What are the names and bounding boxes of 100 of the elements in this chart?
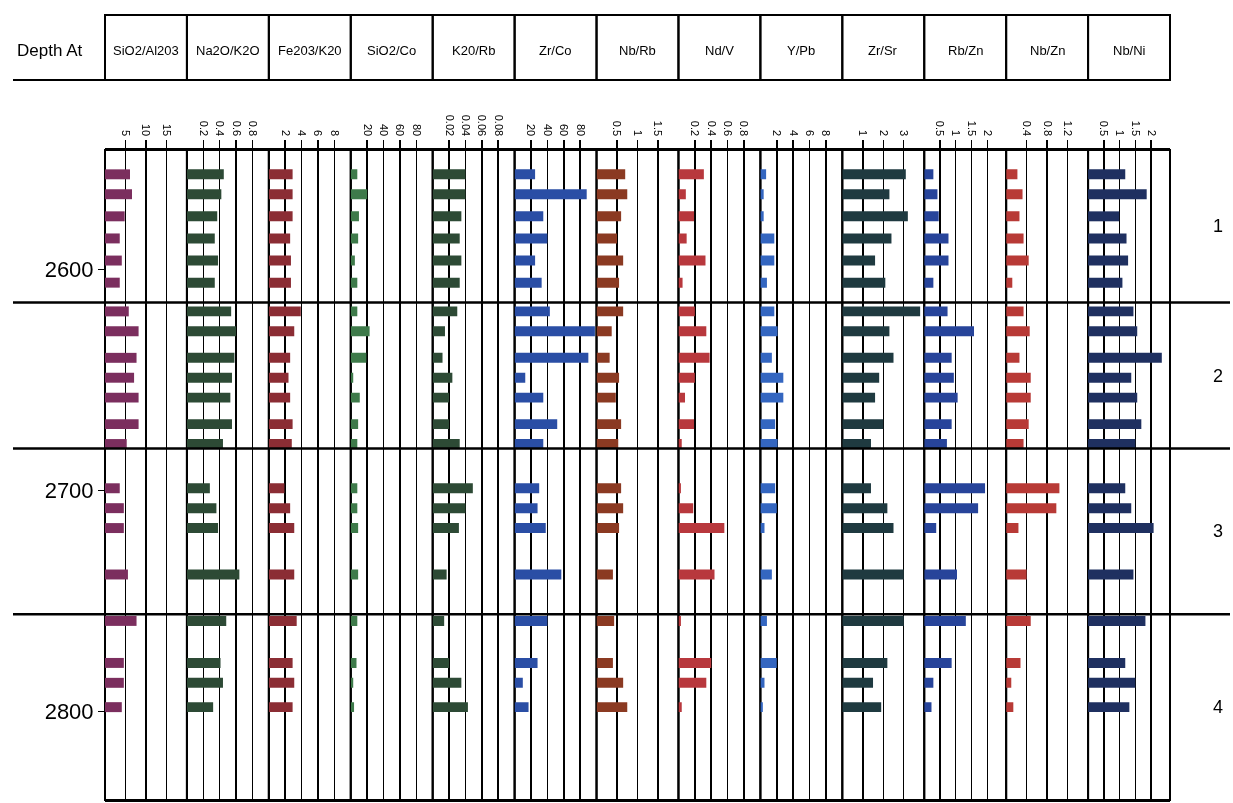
x-tick-label: 20 — [361, 123, 374, 137]
bar — [105, 169, 130, 180]
bar — [350, 211, 359, 222]
x-tick-label: 0.5 — [934, 120, 947, 137]
bar — [514, 657, 538, 668]
x-tick-label: 60 — [394, 123, 407, 137]
bar — [1088, 372, 1132, 383]
bar — [1006, 419, 1029, 430]
x-tick-label: 0.8 — [738, 120, 751, 137]
bar — [514, 306, 550, 317]
bar — [268, 306, 301, 317]
x-tick-label: 2 — [771, 130, 784, 137]
bar — [678, 255, 706, 266]
bar — [350, 419, 359, 430]
x-tick-label: 1.5 — [965, 120, 978, 137]
x-tick-label: 0.4 — [214, 120, 227, 137]
x-tick-label: 5 — [119, 130, 132, 137]
chart-title: Fe203/K20 — [278, 43, 342, 58]
bar — [842, 483, 871, 494]
x-tick-label: 6 — [312, 130, 325, 137]
bar — [678, 352, 710, 363]
x-tick-label: 1 — [1114, 130, 1127, 137]
bar — [268, 352, 291, 363]
bar — [1006, 233, 1024, 244]
bar — [924, 211, 939, 222]
bar — [350, 523, 359, 534]
x-tick-label: 3 — [898, 130, 911, 137]
x-tick-label: 4 — [296, 130, 309, 137]
bar — [596, 306, 624, 317]
bar — [268, 657, 293, 668]
chart-title: SiO2/Al203 — [113, 43, 179, 58]
bar — [105, 189, 133, 200]
bar — [432, 503, 466, 514]
bar — [1088, 169, 1126, 180]
bar — [186, 419, 232, 430]
bar — [1006, 352, 1020, 363]
x-tick-label: 10 — [140, 123, 153, 137]
bar — [842, 233, 892, 244]
bar — [596, 702, 628, 713]
bar — [760, 189, 764, 200]
bar — [186, 189, 222, 200]
bar — [842, 372, 880, 383]
bar — [842, 503, 888, 514]
bar — [924, 255, 949, 266]
x-tick-label: 1.5 — [1129, 120, 1142, 137]
bar — [1088, 306, 1134, 317]
y-tick-label: 2800 — [44, 699, 94, 725]
chart-title: Na2O/K2O — [196, 43, 260, 58]
bar — [1088, 677, 1136, 688]
bar — [596, 483, 622, 494]
bar — [1088, 419, 1142, 430]
bar — [842, 326, 890, 337]
bar — [1006, 483, 1060, 494]
bar — [432, 392, 450, 403]
bar — [596, 419, 622, 430]
bar — [514, 503, 538, 514]
bar — [678, 277, 683, 288]
bar — [678, 306, 695, 317]
bar — [268, 677, 295, 688]
x-tick-label: 0.06 — [476, 114, 489, 137]
bar — [432, 702, 468, 713]
x-tick-label: 0.08 — [492, 114, 505, 137]
bar — [350, 169, 358, 180]
bar — [924, 615, 966, 626]
bar — [105, 569, 128, 580]
bar — [1088, 211, 1120, 222]
x-tick-label: 0.2 — [689, 120, 702, 137]
bar — [105, 326, 139, 337]
bar — [678, 189, 686, 200]
x-tick-label: 1 — [631, 130, 644, 137]
bar — [432, 326, 445, 337]
bar — [350, 615, 358, 626]
bar — [186, 372, 232, 383]
bar — [842, 657, 888, 668]
bar — [924, 503, 979, 514]
bar — [268, 419, 293, 430]
bar — [842, 352, 894, 363]
bar — [514, 189, 587, 200]
bar — [105, 392, 139, 403]
bar — [760, 306, 775, 317]
bar — [924, 372, 954, 383]
x-tick-label: 40 — [541, 123, 554, 137]
bar — [924, 657, 952, 668]
bar — [842, 419, 884, 430]
bar — [924, 523, 937, 534]
bar — [842, 306, 921, 317]
bar — [842, 677, 874, 688]
bar — [760, 615, 767, 626]
y-axis-title: Depth At — [17, 41, 83, 60]
bar — [350, 483, 358, 494]
bar — [432, 352, 443, 363]
chart-title: Rb/Zn — [948, 43, 984, 58]
bar — [1088, 523, 1154, 534]
bar — [186, 677, 223, 688]
bar — [760, 255, 775, 266]
bar — [596, 233, 618, 244]
bar — [1006, 392, 1031, 403]
bar — [350, 306, 358, 317]
bar — [186, 326, 237, 337]
bar — [268, 523, 295, 534]
